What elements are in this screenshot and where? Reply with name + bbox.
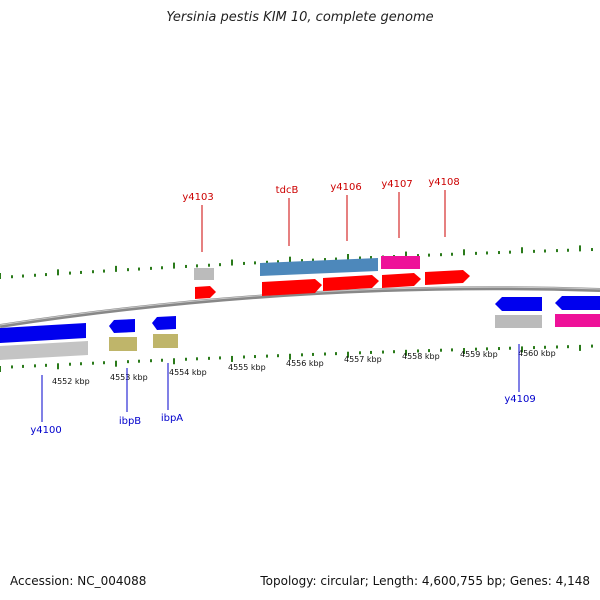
gene-block-grey-left[interactable] [0, 341, 88, 360]
genome-backbone [0, 286, 600, 328]
gene-arrow-y4106[interactable] [323, 275, 379, 291]
gene-arrow-ibpB[interactable] [109, 319, 135, 333]
gene-arrow-y4109[interactable] [495, 297, 542, 311]
gene-label-ibpA[interactable]: ibpA [161, 413, 183, 424]
gene-block-grey[interactable] [194, 268, 214, 280]
scale-label: 4554 kbp [169, 368, 207, 377]
gene-block-y4100[interactable] [0, 323, 86, 343]
gene-arrow-y4103[interactable] [195, 286, 216, 299]
topology-label: Topology: circular; Length: 4,600,755 bp… [260, 574, 590, 588]
scale-label: 4558 kbp [402, 352, 440, 361]
gene-label-y4107[interactable]: y4107 [381, 179, 412, 190]
scale-label: 4553 kbp [110, 373, 148, 382]
gene-block-tdcB[interactable] [260, 258, 378, 276]
scale-label: 4560 kbp [518, 349, 556, 358]
gene-arrow-y4108[interactable] [425, 270, 470, 285]
scale-label: 4556 kbp [286, 359, 324, 368]
gene-block-grey-right[interactable] [495, 315, 542, 328]
genome-title: Yersinia pestis KIM 10, complete genome [166, 10, 434, 25]
gene-block-magenta-right[interactable] [555, 314, 600, 327]
gene-label-tdcB[interactable]: tdcB [276, 185, 299, 196]
gene-block-y4107[interactable] [381, 256, 420, 269]
gene-arrow-ibpA[interactable] [152, 316, 176, 330]
gene-arrow-red-2[interactable] [382, 273, 421, 288]
gene-label-ibpB[interactable]: ibpB [119, 416, 141, 427]
gene-arrow-red-1[interactable] [262, 279, 322, 296]
scale-label: 4557 kbp [344, 355, 382, 364]
scale-label: 4559 kbp [460, 350, 498, 359]
gene-label-y4108[interactable]: y4108 [428, 177, 459, 188]
scale-label: 4555 kbp [228, 363, 266, 372]
scale-label: 4552 kbp [52, 377, 90, 386]
gene-arrow-blue-right[interactable] [555, 296, 600, 310]
gene-block-ibpA-khaki[interactable] [153, 334, 178, 348]
gene-label-y4109[interactable]: y4109 [504, 394, 535, 405]
gene-block-ibpB-khaki[interactable] [109, 337, 137, 351]
gene-label-y4103[interactable]: y4103 [182, 192, 213, 203]
accession-label: Accession: NC_004088 [10, 574, 147, 588]
tick-row-bottom [0, 344, 593, 372]
gene-label-y4100[interactable]: y4100 [30, 425, 61, 436]
gene-label-y4106[interactable]: y4106 [330, 182, 361, 193]
